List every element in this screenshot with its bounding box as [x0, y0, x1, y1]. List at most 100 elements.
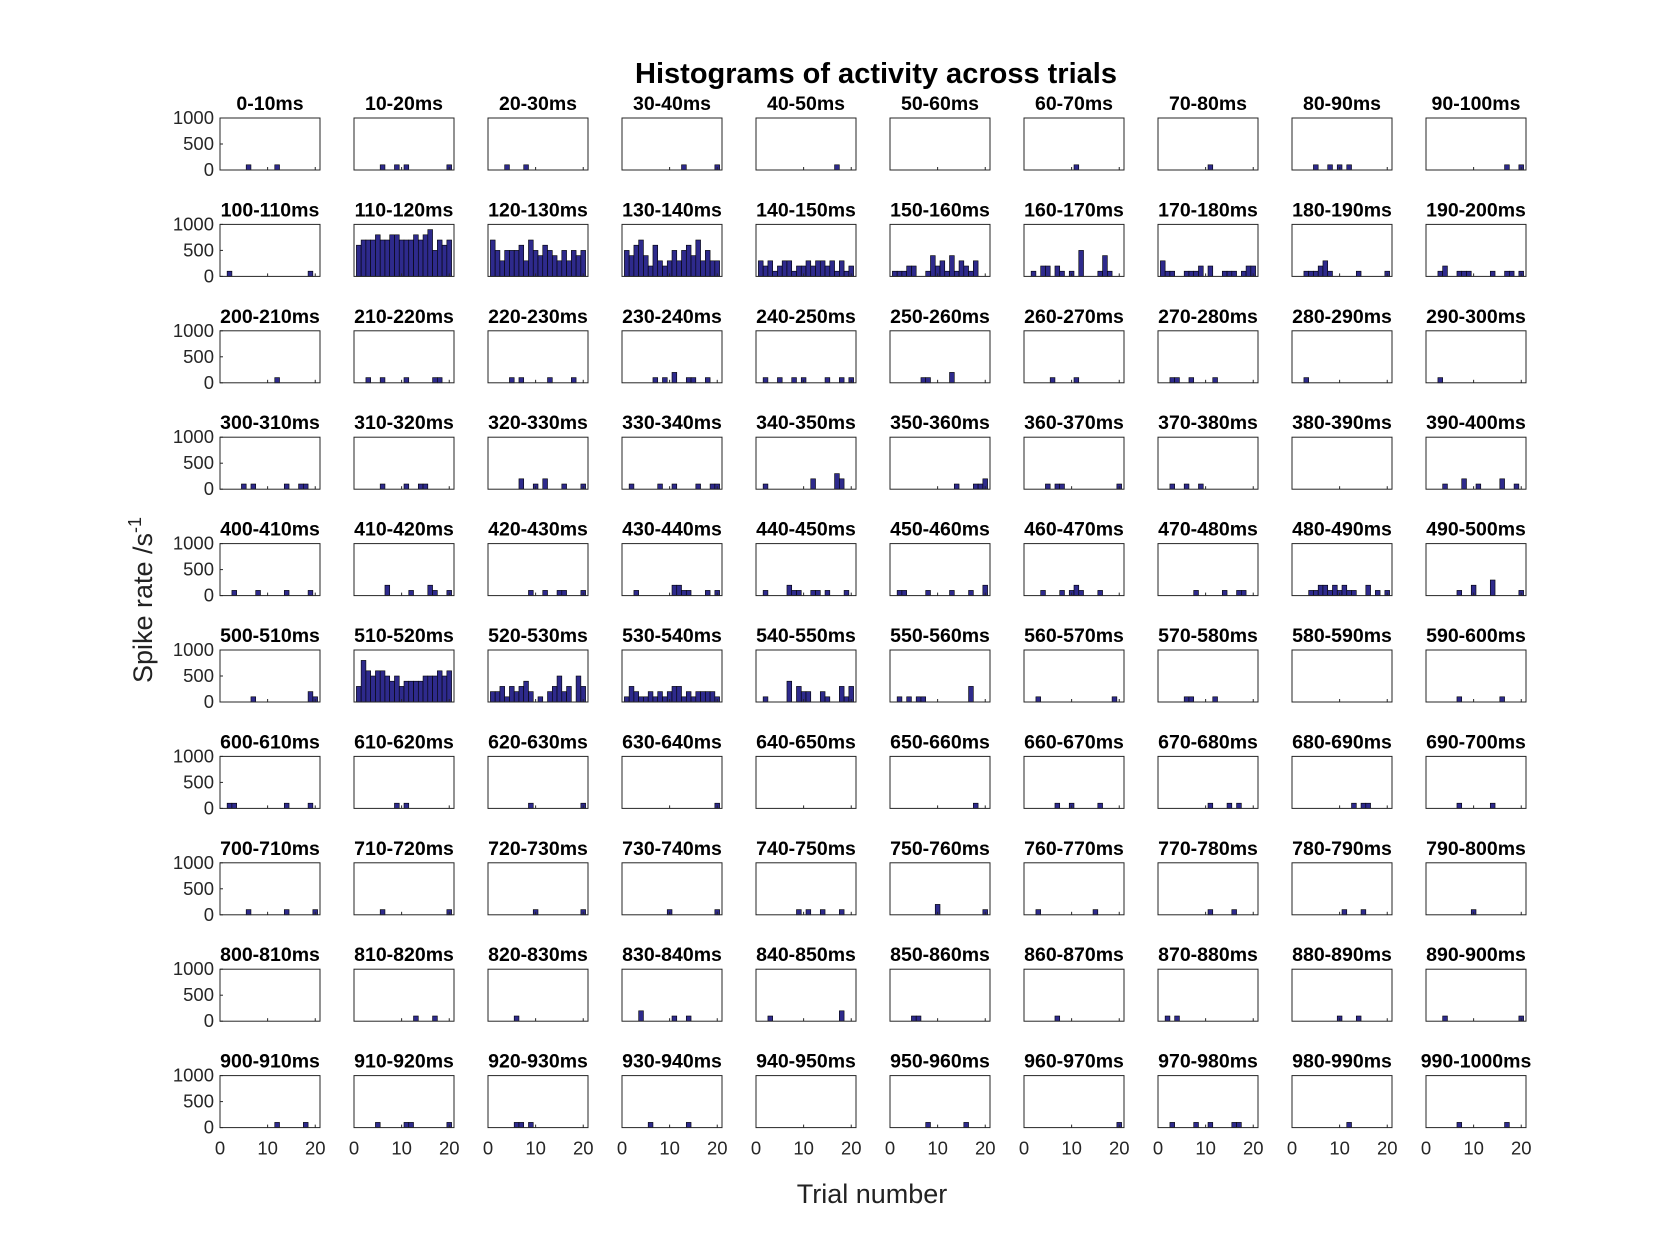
histogram-bar	[944, 270, 950, 277]
histogram-panel: 880-890ms	[1291, 944, 1393, 1022]
histogram-bar	[1504, 1122, 1510, 1128]
histogram-panel: 320-330ms	[487, 412, 589, 490]
panel-title: 620-630ms	[488, 731, 588, 753]
panel-plot-area	[220, 756, 320, 809]
histogram-bar	[509, 377, 515, 384]
histogram-bar	[843, 696, 850, 703]
histogram-bar	[1475, 483, 1482, 490]
histogram-bar	[365, 670, 371, 703]
histogram-bar	[796, 686, 802, 703]
histogram-bar	[681, 164, 687, 171]
histogram-bar	[824, 590, 831, 596]
panel-plot-area	[220, 862, 320, 915]
histogram-bar	[657, 260, 663, 277]
histogram-bar	[657, 483, 663, 490]
histogram-bar	[370, 239, 376, 277]
panel-axes-box	[621, 543, 723, 597]
histogram-bar	[777, 265, 783, 277]
histogram-bar	[528, 802, 534, 809]
y-tick-label: 500	[183, 239, 214, 260]
histogram-bar	[1308, 270, 1314, 277]
histogram-bar	[758, 260, 764, 277]
histogram-bar	[422, 483, 429, 490]
panel-plot-area	[1426, 756, 1526, 809]
panel-axes-box	[755, 1075, 857, 1129]
histogram-bar	[394, 234, 400, 277]
histogram-bar	[532, 250, 539, 277]
histogram-bar	[695, 691, 701, 703]
panel-title: 10-20ms	[365, 93, 443, 115]
histogram-bar	[953, 483, 960, 490]
histogram-bar	[671, 483, 678, 490]
histogram-bar	[360, 239, 367, 277]
panel-title: 660-670ms	[1024, 731, 1124, 753]
histogram-bar	[671, 372, 678, 384]
histogram-bar	[542, 244, 548, 277]
x-tick-label: 0	[617, 1138, 627, 1159]
histogram-bar	[839, 909, 845, 916]
histogram-bar	[638, 1010, 644, 1022]
histogram-bar	[561, 691, 567, 703]
histogram-bar	[274, 164, 280, 171]
panel-plot-area	[488, 1075, 588, 1128]
x-tick-label: 10	[1061, 1138, 1082, 1159]
histogram-bar	[375, 1122, 381, 1128]
histogram-bar	[1437, 270, 1443, 277]
panel-plot-area	[756, 756, 856, 809]
x-tick-label: 10	[1195, 1138, 1216, 1159]
panel-axes-box	[1425, 862, 1527, 916]
x-tick-label: 10	[793, 1138, 814, 1159]
panel-title: 450-460ms	[890, 519, 990, 541]
histogram-bar	[652, 377, 659, 384]
histogram-panel: 150-160ms	[889, 199, 991, 277]
histogram-bar	[1499, 478, 1505, 490]
histogram-bar	[408, 680, 414, 703]
histogram-bar	[786, 260, 793, 277]
panel-title: 830-840ms	[622, 944, 722, 966]
panel-title: 200-210ms	[220, 306, 320, 328]
histogram-bar	[523, 680, 529, 703]
histogram-bar	[427, 584, 433, 596]
histogram-bar	[709, 483, 716, 490]
histogram-bar	[915, 1015, 922, 1022]
panel-title: 610-620ms	[354, 731, 454, 753]
histogram-bar	[647, 691, 654, 703]
histogram-bar	[1045, 265, 1051, 277]
panel-plot-area	[354, 543, 454, 596]
histogram-bar	[1308, 590, 1314, 596]
histogram-panel: 670-680ms	[1157, 731, 1259, 809]
histogram-panel: 680-690ms	[1291, 731, 1393, 809]
panel-axes-box	[1425, 1075, 1527, 1129]
panel-axes-box	[487, 330, 589, 384]
histogram-bar	[379, 377, 386, 384]
panel-plot-area	[354, 862, 454, 915]
histogram-bar	[1360, 802, 1367, 809]
histogram-bar	[384, 239, 391, 277]
histogram-bar	[1169, 377, 1175, 384]
panel-plot-area	[890, 1075, 990, 1128]
x-tick-label: 0	[215, 1138, 225, 1159]
histogram-bar	[504, 250, 510, 277]
histogram-bar	[1054, 1015, 1061, 1022]
panel-axes-box	[487, 1075, 589, 1129]
histogram-bar	[1207, 164, 1214, 171]
histogram-bar	[915, 696, 922, 703]
panel-title: 940-950ms	[756, 1051, 856, 1073]
histogram-bar	[432, 250, 438, 277]
y-tick-label: 1000	[173, 1065, 214, 1086]
panel-axes-box	[487, 117, 589, 171]
x-tick-label: 20	[305, 1138, 326, 1159]
panel-axes-box	[621, 223, 723, 277]
x-tick-label: 20	[1109, 1138, 1130, 1159]
panel-plot-area	[354, 330, 454, 383]
histogram-bar	[413, 234, 419, 277]
histogram-bar	[1174, 377, 1180, 384]
histogram-bar	[963, 265, 969, 277]
histogram-panel: 760-770ms	[1023, 838, 1125, 916]
panel-title: 800-810ms	[220, 944, 320, 966]
histogram-panel: 370-380ms	[1157, 412, 1259, 490]
histogram-bar	[781, 260, 788, 277]
y-tick-label: 1000	[173, 320, 214, 341]
histogram-bar	[791, 590, 797, 596]
x-tick-label: 10	[391, 1138, 412, 1159]
